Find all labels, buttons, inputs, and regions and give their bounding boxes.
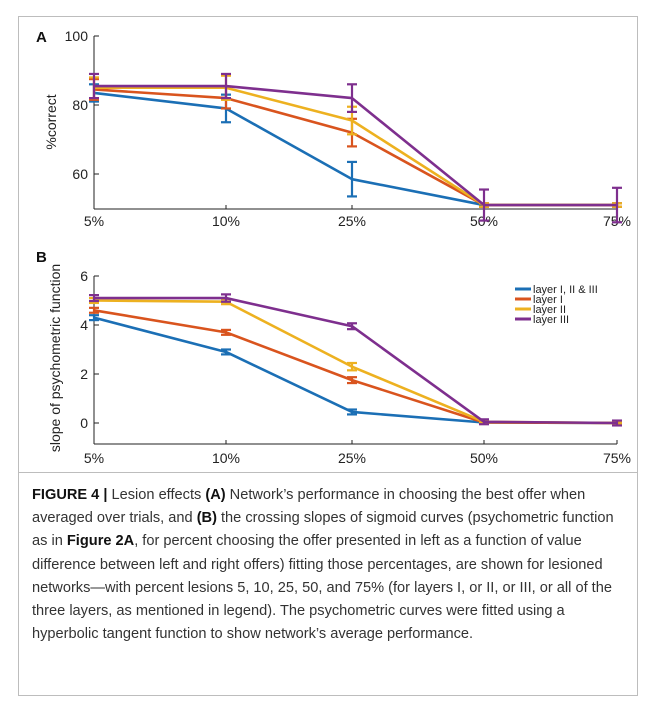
caption-divider: [18, 472, 638, 473]
caption-text-3: the crossing slopes of sigmoid curves (p…: [32, 510, 614, 550]
x-tick-label: 75%: [603, 450, 631, 466]
y-tick-label: 0: [80, 415, 88, 431]
legend-entry: layer II: [533, 304, 566, 316]
y-axis-label-a: %correct: [43, 94, 59, 149]
legend-entry: layer III: [533, 314, 569, 326]
caption-figure-ref: Figure 2A: [66, 533, 135, 550]
panel-letter-a: A: [36, 29, 47, 46]
x-tick-label: 50%: [470, 450, 498, 466]
x-tick-label: 5%: [84, 213, 104, 229]
caption-text-2: Network’s performance in choosing the be…: [32, 487, 586, 527]
y-axis-label-b: slope of psychometric function: [47, 264, 63, 452]
caption-panel-b-ref: (B): [196, 510, 217, 527]
legend-entry: layer I, II & III: [533, 284, 598, 296]
caption-text-1: Lesion effects: [107, 487, 206, 503]
figure-caption: FIGURE 4 | Lesion effects (A) Network’s …: [32, 484, 628, 646]
y-tick-label: 6: [80, 268, 88, 284]
series-line-1: [93, 91, 617, 207]
caption-text-4: , for percent choosing the offer present…: [32, 533, 612, 643]
y-tick-label: 60: [72, 166, 88, 182]
x-tick-label: 25%: [338, 450, 366, 466]
caption-figure-label: FIGURE 4 |: [32, 487, 108, 503]
panel-letter-b: B: [36, 249, 47, 266]
caption-panel-a-ref: (A): [205, 487, 226, 503]
x-tick-label: 10%: [212, 213, 240, 229]
y-tick-label: 80: [72, 97, 88, 113]
legend-entry: layer I: [533, 294, 563, 306]
x-tick-label: 5%: [84, 450, 104, 466]
y-tick-label: 2: [80, 366, 88, 382]
y-tick-label: 4: [80, 317, 88, 333]
figure-frame: [18, 16, 638, 696]
y-tick-label: 100: [65, 28, 89, 44]
x-tick-label: 25%: [338, 213, 366, 229]
x-tick-label: 10%: [212, 450, 240, 466]
